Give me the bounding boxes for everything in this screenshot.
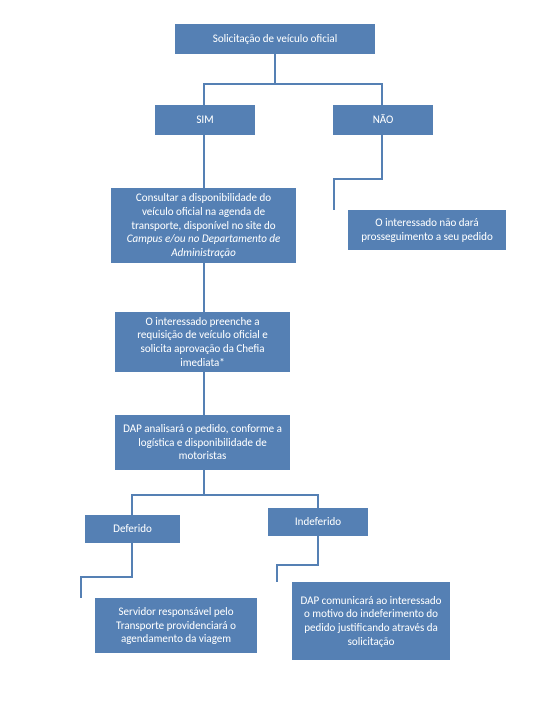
connector-7	[203, 135, 205, 188]
node-sim: SIM	[155, 105, 255, 135]
connector-0	[274, 54, 276, 84]
connector-1	[203, 83, 383, 85]
node-dap-comunica: DAP comunicará ao interessado o motivo d…	[292, 582, 450, 660]
connector-2	[203, 83, 205, 105]
connector-17	[317, 536, 319, 566]
node-root-label: Solicitação de veículo oficial	[213, 32, 337, 46]
node-indeferido-label: Indeferido	[295, 515, 341, 529]
node-sim-label: SIM	[196, 113, 213, 127]
connector-5	[333, 178, 383, 180]
node-deferido: Deferido	[85, 515, 180, 543]
connector-11	[131, 494, 319, 496]
node-consultar-italic: Campus e/ou no Departamento de Administr…	[127, 232, 280, 259]
connector-3	[381, 83, 383, 105]
node-deferido-label: Deferido	[113, 522, 152, 536]
node-dap-comunica-label: DAP comunicará ao interessado o motivo d…	[300, 594, 442, 649]
node-nao-prosseg-label: O interessado não dará prosseguimento a …	[356, 216, 498, 244]
node-dap-analisa-label: DAP analisará o pedido, conforme a logís…	[123, 422, 282, 463]
node-preenche: O interessado preenche a requisição de v…	[115, 312, 290, 372]
connector-19	[276, 564, 278, 582]
connector-6	[333, 178, 335, 210]
node-servidor: Servidor responsável pelo Transporte pro…	[95, 598, 257, 653]
connector-16	[80, 576, 82, 598]
connector-13	[317, 494, 319, 508]
node-nao-prosseg: O interessado não dará prosseguimento a …	[348, 210, 506, 250]
node-dap-analisa: DAP analisará o pedido, conforme a logís…	[115, 415, 290, 470]
node-root: Solicitação de veículo oficial	[175, 24, 375, 54]
node-consultar-pre: Consultar a disponibilidade do veículo o…	[131, 191, 275, 232]
node-nao-label: NÃO	[373, 113, 394, 127]
connector-18	[276, 564, 319, 566]
connector-4	[381, 135, 383, 180]
node-consultar: Consultar a disponibilidade do veículo o…	[111, 188, 296, 263]
node-preenche-label: O interessado preenche a requisição de v…	[123, 315, 282, 370]
node-consultar-label: Consultar a disponibilidade do veículo o…	[119, 191, 288, 260]
connector-8	[203, 263, 205, 312]
node-nao: NÃO	[333, 105, 433, 135]
connector-10	[203, 470, 205, 495]
connector-14	[131, 543, 133, 578]
node-indeferido: Indeferido	[268, 508, 368, 536]
connector-9	[203, 372, 205, 415]
node-servidor-label: Servidor responsável pelo Transporte pro…	[103, 605, 249, 646]
connector-15	[80, 576, 133, 578]
connector-12	[131, 494, 133, 515]
